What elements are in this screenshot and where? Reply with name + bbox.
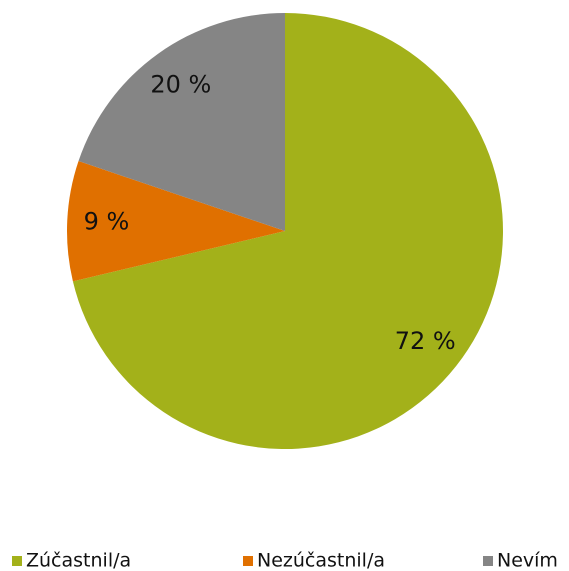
legend-swatch bbox=[483, 556, 493, 566]
legend-label: Zúčastnil/a bbox=[26, 550, 131, 571]
legend-label: Nezúčastnil/a bbox=[257, 550, 385, 571]
legend-swatch bbox=[12, 556, 22, 566]
legend-swatch bbox=[243, 556, 253, 566]
value-label: 72 % bbox=[395, 327, 456, 355]
legend-label: Nevím bbox=[497, 550, 558, 571]
pie-slice bbox=[72, 13, 503, 449]
value-label: 9 % bbox=[84, 208, 130, 236]
pie-slice bbox=[66, 161, 285, 282]
pie-slice bbox=[78, 13, 285, 231]
value-label: 20 % bbox=[150, 71, 211, 99]
